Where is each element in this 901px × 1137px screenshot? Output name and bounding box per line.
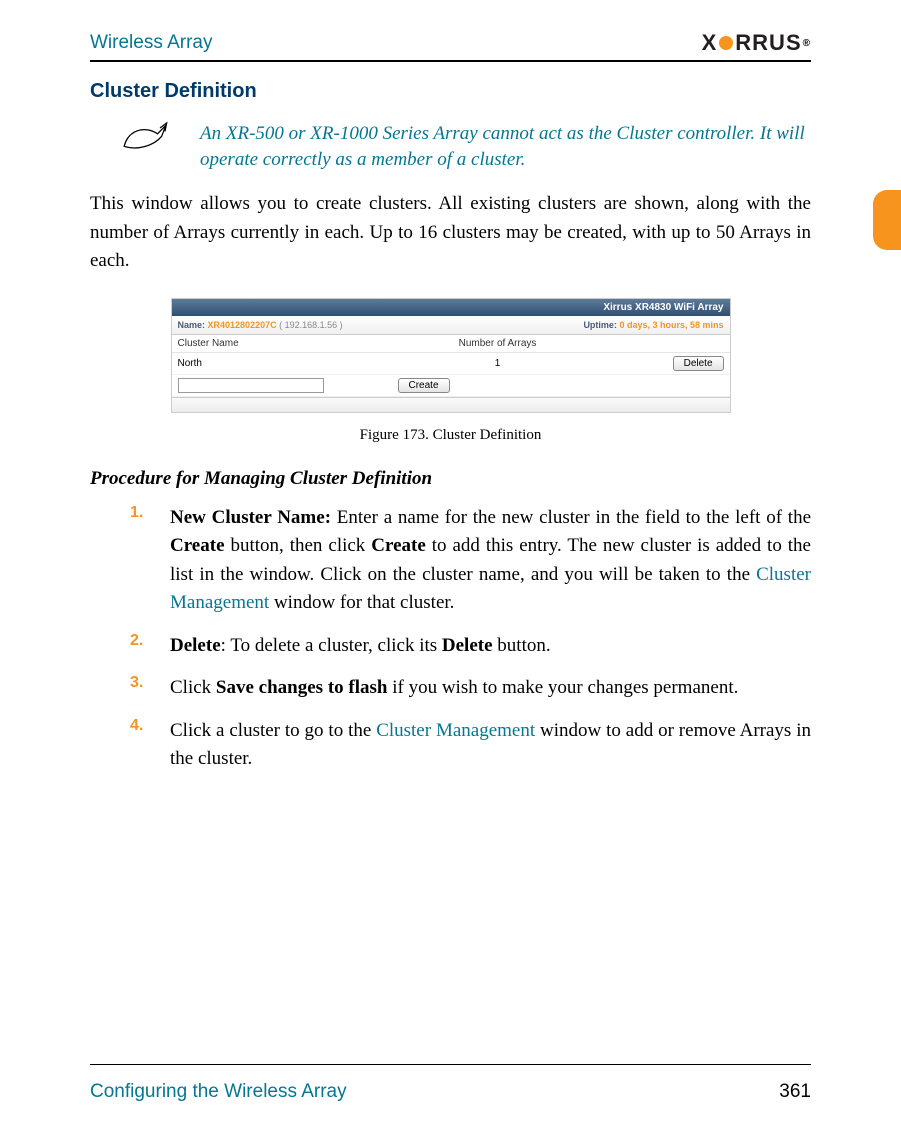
step-number: 2. <box>130 632 170 661</box>
procedure-heading: Procedure for Managing Cluster Definitio… <box>90 468 811 490</box>
figure-caption: Figure 173. Cluster Definition <box>90 427 811 444</box>
brand-logo: X RRUS ® <box>702 30 811 56</box>
list-item: 1. New Cluster Name: Enter a name for th… <box>90 504 811 618</box>
status-ip-value: ( 192.168.1.56 ) <box>279 320 343 330</box>
step-text: button, then click <box>225 535 372 556</box>
table-row: North 1 Delete <box>172 353 730 375</box>
header-divider <box>90 60 811 62</box>
col-header-number: Number of Arrays <box>398 338 598 349</box>
logo-text-left: X <box>702 30 718 56</box>
footer-divider <box>90 1064 811 1065</box>
delete-button[interactable]: Delete <box>673 356 724 371</box>
step-lead: Delete <box>170 635 221 656</box>
status-uptime-label: Uptime: <box>583 320 617 330</box>
figure-titlebar: Xirrus XR4830 WiFi Array <box>171 298 731 316</box>
step-text: button. <box>493 635 551 656</box>
intro-paragraph: This window allows you to create cluster… <box>90 190 811 276</box>
step-text: Enter a name for the new cluster in the … <box>331 507 811 528</box>
step-text: if you wish to make your changes permane… <box>387 677 738 698</box>
step-bold: Save changes to flash <box>216 677 388 698</box>
cluster-count-cell: 1 <box>398 358 598 369</box>
step-text: window for that cluster. <box>269 592 454 613</box>
figure-cluster-definition: Xirrus XR4830 WiFi Array Name: XR4012802… <box>171 298 731 413</box>
page-number: 361 <box>779 1081 811 1103</box>
section-tab-icon <box>873 190 901 250</box>
status-name-value: XR4012802207C <box>208 320 277 330</box>
list-item: 2. Delete: To delete a cluster, click it… <box>90 632 811 661</box>
table-row: Create <box>172 375 730 397</box>
create-button[interactable]: Create <box>398 378 450 393</box>
new-cluster-input[interactable] <box>178 378 324 393</box>
callout-note: An XR-500 or XR-1000 Series Array cannot… <box>200 121 811 172</box>
book-title: Wireless Array <box>90 32 212 54</box>
writing-hand-icon <box>120 121 190 160</box>
figure-footer <box>171 398 731 413</box>
step-bold: Create <box>170 535 225 556</box>
figure-statusbar: Name: XR4012802207C ( 192.168.1.56 ) Upt… <box>171 316 731 335</box>
cluster-name-cell[interactable]: North <box>178 358 398 369</box>
logo-dot-icon <box>719 36 733 50</box>
step-number: 4. <box>130 717 170 774</box>
step-lead: New Cluster Name: <box>170 507 331 528</box>
section-heading: Cluster Definition <box>90 80 811 103</box>
status-uptime-value: 0 days, 3 hours, 58 mins <box>619 320 723 330</box>
list-item: 4. Click a cluster to go to the Cluster … <box>90 717 811 774</box>
step-number: 1. <box>130 504 170 618</box>
step-text: : To delete a cluster, click its <box>221 635 442 656</box>
step-text: Click <box>170 677 216 698</box>
step-text: Click a cluster to go to the <box>170 720 376 741</box>
list-item: 3. Click Save changes to flash if you wi… <box>90 674 811 703</box>
status-name-label: Name: <box>178 320 206 330</box>
logo-text-right: RRUS <box>735 30 801 56</box>
footer-chapter: Configuring the Wireless Array <box>90 1081 347 1103</box>
step-bold: Create <box>371 535 426 556</box>
step-bold: Delete <box>442 635 493 656</box>
registered-icon: ® <box>803 38 811 49</box>
cluster-management-link[interactable]: Cluster Management <box>376 720 535 741</box>
step-number: 3. <box>130 674 170 703</box>
col-header-name: Cluster Name <box>178 338 398 349</box>
